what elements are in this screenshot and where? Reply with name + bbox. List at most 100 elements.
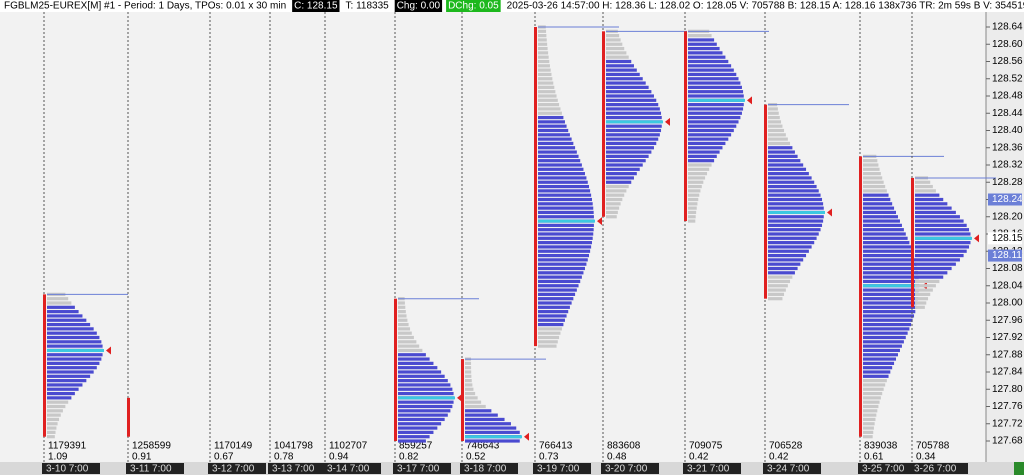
tpo-row [863,340,904,344]
tpo-row [863,215,898,219]
tpo-profile [863,154,919,439]
tpo-row [538,64,550,68]
tpo-row [398,413,448,417]
tpo-row [863,335,906,340]
tpo-row [606,133,660,137]
tpo-row [768,176,812,180]
close-arrow [665,117,670,126]
tpo-row [398,335,414,340]
tpo-row [606,81,646,85]
tpo-row [538,34,547,38]
y-tick-label: 127.76 [992,401,1023,412]
tpo-row [538,297,574,301]
range-bar [43,294,46,437]
tpo-row [688,103,744,107]
tpo-row [47,383,83,387]
tpo-row [538,159,581,163]
tpo-row [863,430,874,434]
y-tick-label: 128.60 [992,39,1023,50]
range-bar [127,397,130,437]
date-label: 3-13 7:00 [272,464,315,475]
tpo-row [768,163,804,167]
tpo-row [538,68,551,72]
date-box [460,463,518,474]
tpo-row [398,439,426,443]
tpo-row [688,51,723,55]
tpo-row [465,426,517,430]
day-volume: 706528 [769,441,803,452]
tpo-row [688,42,717,46]
tpo-row [465,391,476,396]
tpo-row [538,176,587,180]
tpo-row [398,417,445,422]
tpo-row [915,210,956,215]
tpo-row [465,370,472,374]
tpo-row [538,344,557,348]
price-marker-label: 128.24 [992,194,1023,205]
tpo-row [606,34,620,38]
y-tick-label: 128.48 [992,91,1023,102]
tpo-row [915,284,936,288]
tpo-row [398,310,406,314]
close-arrow [524,432,529,441]
tpo-row [538,241,592,245]
tpo-row [863,241,910,245]
tpo-row [538,245,592,249]
tpo-profile [398,297,454,443]
tpo-row [47,331,97,335]
tpo-row [606,172,637,176]
tpo-row [768,159,801,163]
tpo-row [863,180,884,184]
price-marker-label: 128.15 [992,233,1023,244]
tpo-row [688,141,726,146]
tpo-row [863,223,902,227]
tpo-row [606,85,649,89]
tpo-row [863,262,917,266]
tpo-row [606,103,659,107]
tpo-row [863,176,883,180]
tpo-row [47,435,55,439]
tpo-row [863,275,919,279]
tpo-row [398,305,406,309]
tpo-row [915,262,956,266]
tpo-row [538,180,588,184]
tpo-row [465,366,472,370]
tpo-row [915,193,940,197]
tpo-row [688,81,741,85]
tpo-row [863,228,904,232]
tpo-row [768,279,791,284]
tpo-row [398,314,407,318]
tpo-row [688,154,717,158]
tpo-row [768,146,793,150]
tpo-row [863,236,908,240]
day-volume: 705788 [916,441,950,452]
tpo-row [538,184,590,189]
tpo-row [398,340,417,344]
tpo-row [398,353,426,357]
date-box [763,463,821,474]
y-tick-label: 127.92 [992,332,1023,343]
tpo-row [688,215,696,219]
tpo-row [768,193,821,197]
tpo-row [915,202,948,206]
tpo-row [606,206,620,210]
date-label: 3-18 7:00 [464,464,507,475]
y-tick-label: 128.04 [992,280,1023,291]
y-tick-label: 128.32 [992,160,1023,171]
tpo-row [768,228,821,232]
tpo-row [538,284,579,288]
tpo-row [688,184,702,189]
tpo-row [538,215,594,219]
date-label: 3-11 7:00 [130,464,172,475]
day-ratio: 0.78 [274,452,294,463]
tpo-row [47,417,60,422]
tpo-row [863,297,919,301]
tpo-row [398,430,434,434]
tpo-row [538,115,564,120]
tpo-row [915,206,952,210]
tpo-row [606,94,654,98]
tpo-row [606,124,662,128]
tpo-row [688,120,739,124]
tpo-row [538,189,591,193]
tpo-row [863,353,898,357]
